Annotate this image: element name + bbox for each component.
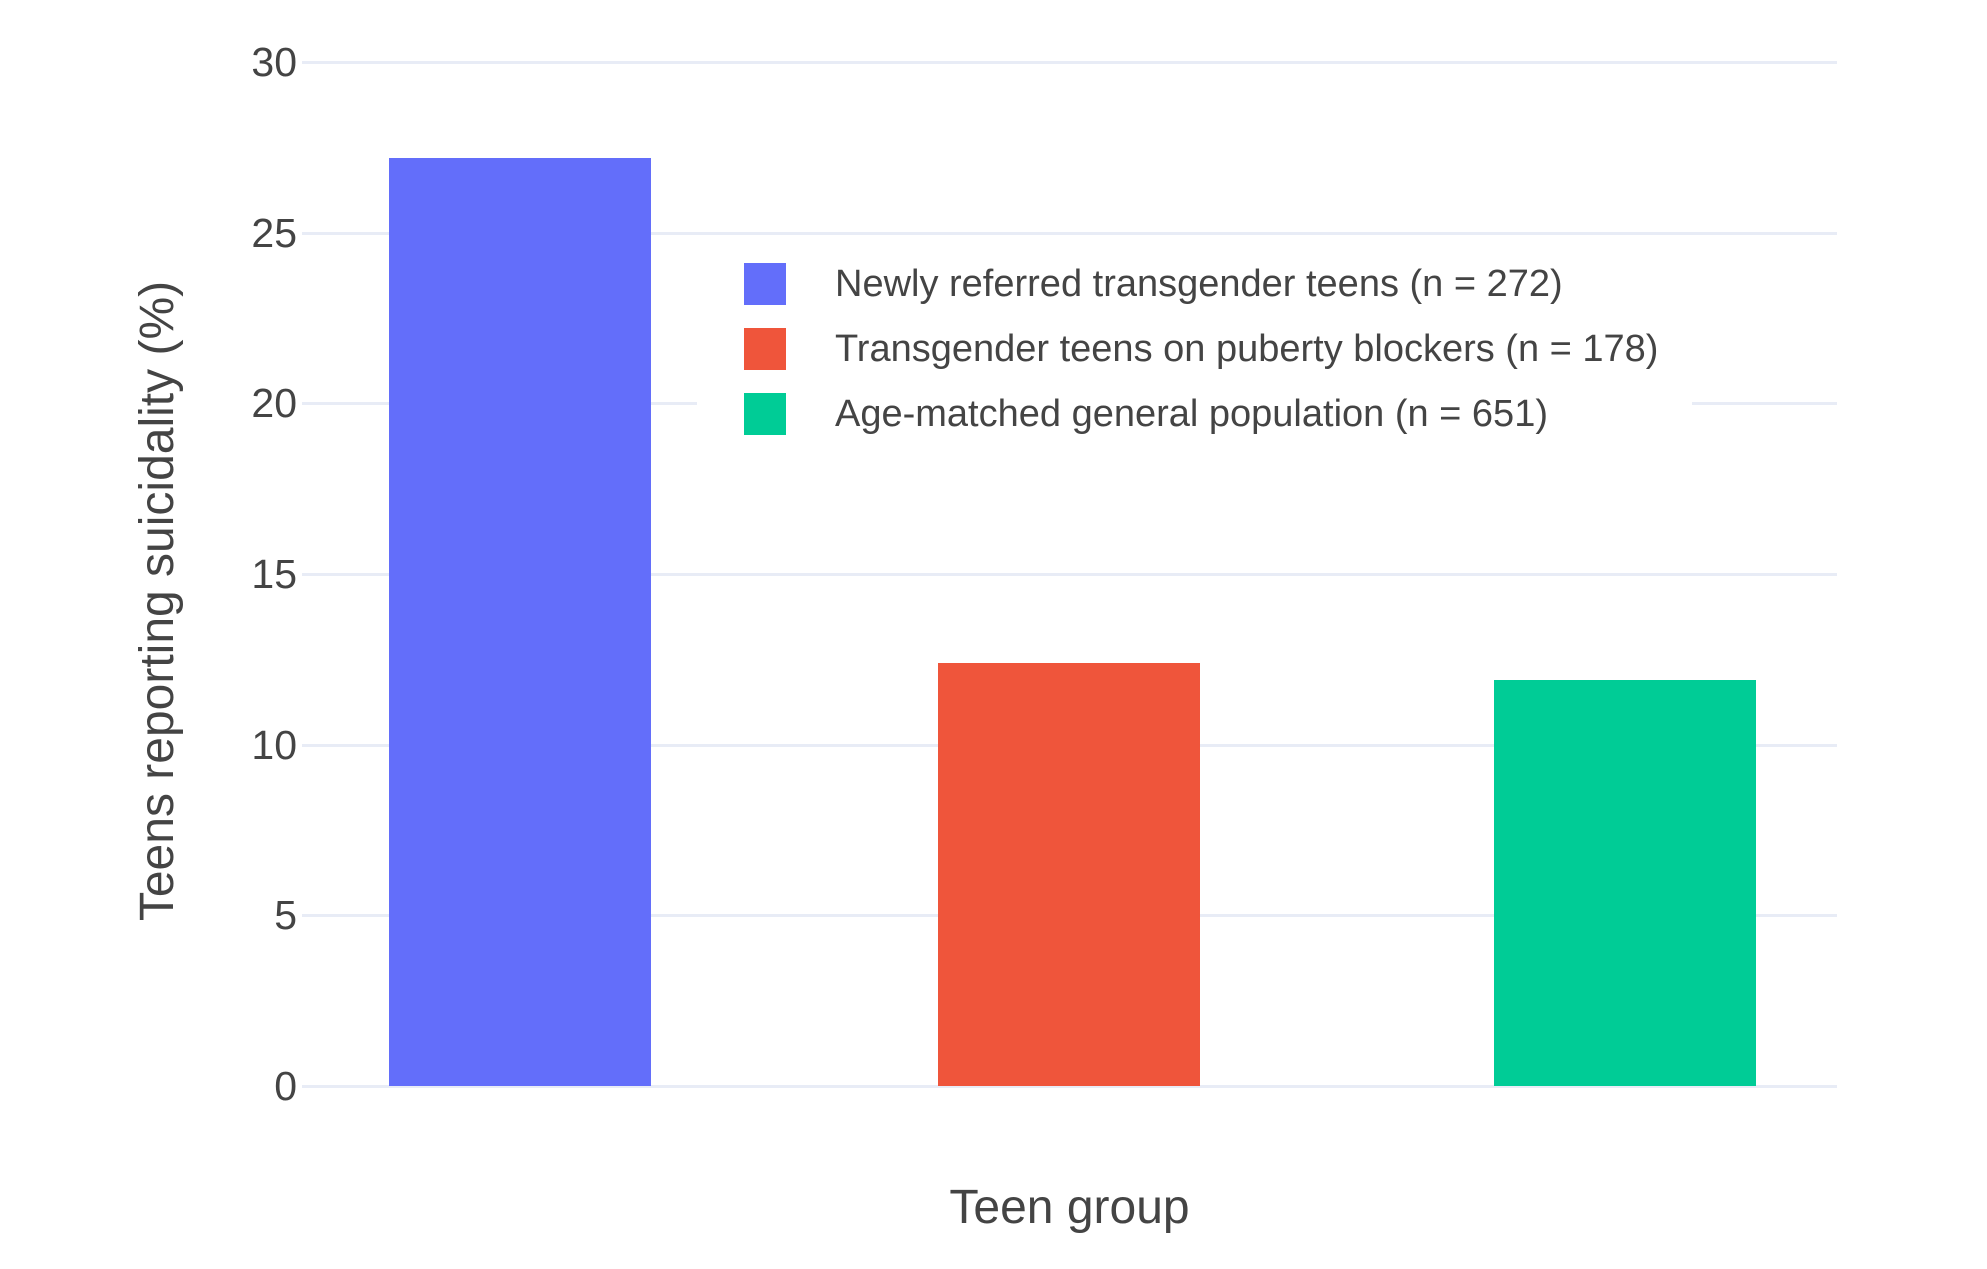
legend-item-puberty-blockers[interactable]: Transgender teens on puberty blockers (n… [744,328,1658,370]
gridline-y-30 [302,61,1837,64]
legend-item-label: Transgender teens on puberty blockers (n… [835,327,1659,370]
legend-swatch-newly-referred [744,263,786,305]
y-tick-label-0: 0 [274,1063,297,1109]
y-tick-label-5: 5 [274,892,297,938]
legend: Newly referred transgender teens (n = 27… [697,242,1693,457]
y-tick-label-15: 15 [251,551,297,597]
y-tick-label-25: 25 [251,210,297,256]
legend-swatch-general-population [744,393,786,435]
legend-item-label: Newly referred transgender teens (n = 27… [835,262,1563,305]
x-axis-title: Teen group [949,1181,1190,1234]
bar-age-matched-general-population[interactable] [1494,680,1756,1086]
y-axis-title: Teens reporting suicidality (%) [131,280,184,922]
gridline-y-25 [302,232,1837,235]
bar-newly-referred-transgender-teens[interactable] [389,158,651,1086]
y-tick-label-20: 20 [251,380,297,426]
legend-item-newly-referred[interactable]: Newly referred transgender teens (n = 27… [744,263,1658,305]
bar-transgender-teens-on-puberty-blockers[interactable] [938,663,1200,1086]
y-tick-label-10: 10 [251,722,297,768]
gridline-y-15 [302,573,1837,576]
legend-item-general-population[interactable]: Age-matched general population (n = 651) [744,393,1658,435]
legend-swatch-puberty-blockers [744,328,786,370]
legend-item-label: Age-matched general population (n = 651) [835,392,1548,435]
y-tick-label-30: 30 [251,39,297,85]
gridline-y-0 [302,1085,1837,1088]
